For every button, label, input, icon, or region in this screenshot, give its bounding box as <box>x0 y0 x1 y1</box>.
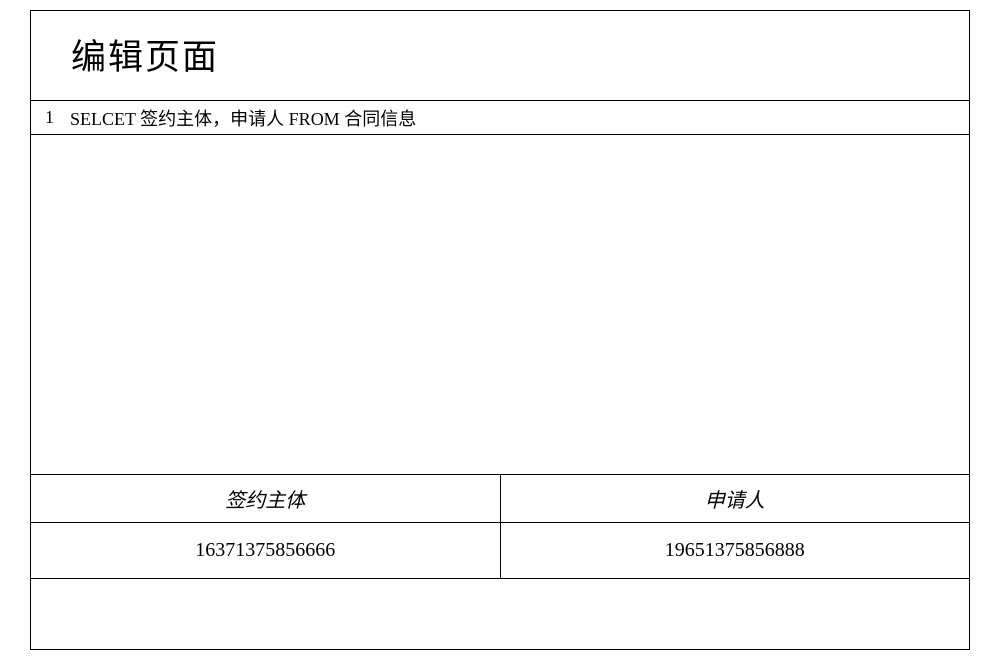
table-cell-0-1: 19651375856888 <box>501 523 970 578</box>
title-section: 编辑页面 <box>31 11 969 101</box>
table-data-row: 16371375856666 19651375856888 <box>31 523 969 579</box>
table-header-col1: 签约主体 <box>31 475 501 522</box>
table-header-row: 签约主体 申请人 <box>31 475 969 523</box>
table-cell-0-0: 16371375856666 <box>31 523 501 578</box>
editor-area[interactable] <box>31 135 969 475</box>
table-header-col2: 申请人 <box>501 475 970 522</box>
query-section: 1 SELCET 签约主体，申请人 FROM 合同信息 <box>31 101 969 135</box>
page-container: 编辑页面 1 SELCET 签约主体，申请人 FROM 合同信息 签约主体 申请… <box>30 10 970 650</box>
page-title: 编辑页面 <box>71 29 929 80</box>
footer-section <box>31 579 969 649</box>
query-text[interactable]: SELCET 签约主体，申请人 FROM 合同信息 <box>70 105 416 131</box>
query-line-number: 1 <box>45 107 54 128</box>
